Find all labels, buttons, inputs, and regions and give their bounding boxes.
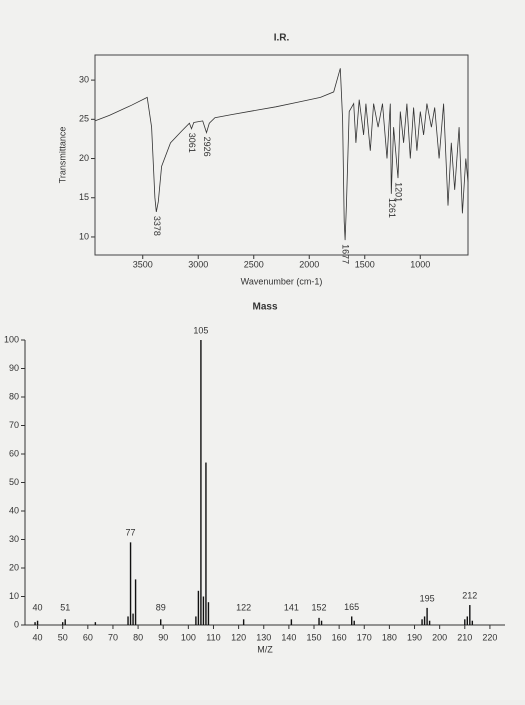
peak-bar	[94, 622, 97, 625]
peak-bar	[207, 602, 210, 625]
peak-bar	[34, 622, 36, 625]
y-tick-label: 40	[9, 505, 19, 515]
x-tick-label: 100	[181, 632, 196, 642]
x-tick-label: 2500	[244, 259, 264, 269]
plot-frame	[94, 54, 469, 256]
peak-bar	[320, 620, 323, 625]
x-axis-label: M/Z	[257, 644, 273, 654]
x-tick-label: 3500	[133, 259, 153, 269]
peak-label: 105	[193, 325, 208, 335]
x-axis-label: Wavenumber (cm-1)	[241, 276, 323, 286]
peak-bar	[61, 622, 64, 625]
x-tick-label: 200	[432, 632, 447, 642]
x-tick-label: 60	[83, 632, 93, 642]
peak-label: 89	[156, 602, 166, 612]
peak-bar	[197, 590, 200, 625]
peak-bar	[318, 617, 320, 625]
chart-title: I.R.	[274, 33, 290, 44]
peak-bar	[160, 619, 162, 625]
peak-bar	[428, 620, 431, 625]
x-tick-label: 1500	[355, 259, 375, 269]
y-tick-label: 100	[4, 334, 19, 344]
x-tick-label: 180	[382, 632, 397, 642]
peak-bar	[36, 620, 39, 625]
x-tick-label: 210	[457, 632, 472, 642]
peak-label: 1261	[387, 198, 397, 218]
x-tick-label: 40	[33, 632, 43, 642]
x-tick-label: 170	[357, 632, 372, 642]
peak-bar	[471, 620, 474, 625]
peak-bar	[351, 616, 353, 625]
y-tick-label: 30	[79, 74, 89, 84]
y-tick-label: 15	[79, 192, 89, 202]
y-tick-label: 90	[9, 363, 19, 373]
peak-bar	[421, 619, 423, 625]
peak-bar	[205, 462, 207, 625]
peak-label: 1677	[341, 244, 351, 264]
x-tick-label: 70	[108, 632, 118, 642]
peak-bar	[242, 619, 245, 625]
y-tick-label: 80	[9, 391, 19, 401]
peak-bar	[426, 607, 428, 625]
peak-label: 2926	[202, 137, 212, 157]
x-tick-label: 50	[58, 632, 68, 642]
x-tick-label: 160	[332, 632, 347, 642]
x-tick-label: 120	[231, 632, 246, 642]
y-tick-label: 30	[9, 534, 19, 544]
peak-label: 152	[312, 602, 327, 612]
peak-label: 3061	[187, 133, 197, 153]
y-tick-label: 25	[79, 114, 89, 124]
x-tick-label: 1000	[410, 259, 430, 269]
x-tick-label: 150	[306, 632, 321, 642]
peak-label: 1201	[394, 182, 404, 202]
x-tick-label: 3000	[188, 259, 208, 269]
peak-label: 122	[236, 602, 251, 612]
peak-bar	[64, 619, 66, 625]
x-tick-label: 130	[256, 632, 271, 642]
x-tick-label: 110	[206, 632, 220, 642]
peak-label: 40	[33, 602, 43, 612]
y-tick-label: 10	[9, 591, 19, 601]
peak-bar	[469, 605, 471, 625]
x-tick-label: 2000	[299, 259, 319, 269]
peak-label: 3378	[152, 216, 162, 236]
x-tick-label: 220	[482, 632, 497, 642]
peak-bar	[134, 579, 137, 625]
x-tick-label: 90	[158, 632, 168, 642]
peak-bar	[464, 619, 466, 625]
y-tick-label: 20	[9, 562, 19, 572]
x-tick-label: 190	[407, 632, 422, 642]
peak-bar	[423, 616, 426, 625]
peak-label: 51	[60, 602, 70, 612]
peak-bar	[466, 616, 469, 625]
peak-bar	[132, 613, 134, 625]
y-tick-label: 70	[9, 420, 19, 430]
peak-bar	[353, 620, 355, 625]
peak-label: 141	[284, 602, 299, 612]
y-tick-label: 20	[79, 153, 89, 163]
peak-bar	[200, 340, 202, 625]
y-tick-label: 50	[9, 477, 19, 487]
y-tick-label: 10	[79, 231, 89, 241]
peak-bar	[129, 542, 132, 625]
y-axis-label: Transmittance	[57, 127, 67, 184]
peak-bar	[195, 616, 197, 625]
peak-label: 195	[420, 593, 435, 603]
spectrum-line	[94, 68, 469, 241]
peak-bar	[127, 616, 129, 625]
y-tick-label: 60	[9, 448, 19, 458]
x-tick-label: 140	[281, 632, 296, 642]
peak-bar	[202, 596, 205, 625]
chart-title: Mass	[252, 302, 277, 313]
peak-label: 165	[344, 602, 359, 612]
peak-label: 77	[126, 528, 136, 538]
y-tick-label: 0	[14, 619, 19, 629]
peak-label: 212	[462, 590, 477, 600]
peak-bar	[290, 619, 293, 625]
x-tick-label: 80	[133, 632, 143, 642]
